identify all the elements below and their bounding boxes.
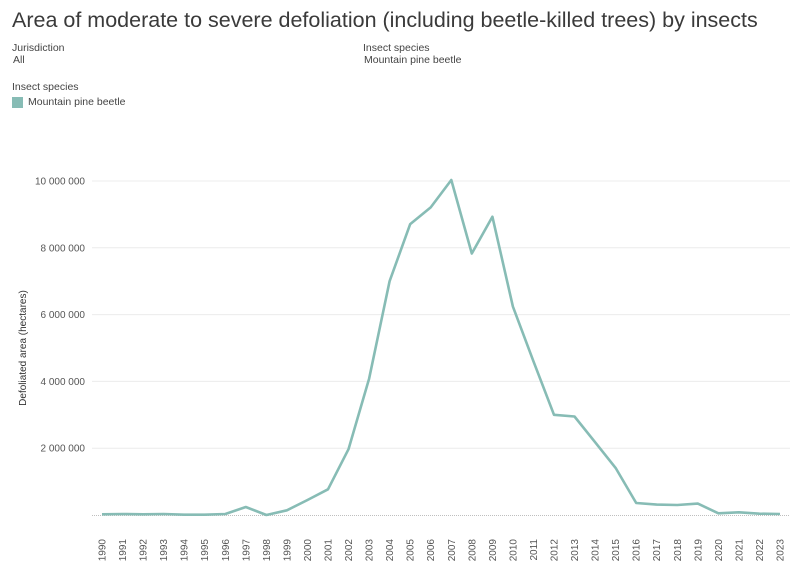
x-tick-label: 2018 — [673, 539, 684, 562]
x-tick-label: 1995 — [200, 539, 211, 562]
x-tick-label: 2008 — [467, 539, 478, 562]
x-tick-label: 2009 — [488, 539, 499, 562]
x-tick-label: 2011 — [529, 539, 540, 561]
x-tick-label: 1992 — [139, 539, 150, 562]
jurisdiction-filter-label: Jurisdiction — [12, 42, 65, 54]
x-tick-label: 2001 — [324, 539, 335, 562]
y-axis-ticks: 2 000 000 4 000 000 6 000 000 8 000 000 10 0… — [35, 177, 85, 455]
x-tick-label: 2014 — [591, 539, 602, 562]
legend-title: Insect species — [12, 81, 79, 93]
y-tick-label: 8 000 000 — [41, 243, 86, 254]
x-tick-label: 2010 — [508, 539, 519, 562]
x-tick-label: 2012 — [550, 539, 561, 562]
jurisdiction-filter-value: All — [13, 54, 25, 66]
x-tick-label: 2019 — [693, 539, 704, 562]
gridlines — [92, 180, 790, 449]
x-tick-label: 1996 — [221, 539, 232, 562]
species-filter[interactable]: Insect species Mountain pine beetle — [363, 42, 462, 66]
x-tick-label: 2000 — [303, 539, 314, 562]
legend-swatch — [12, 96, 23, 108]
x-tick-label: 1999 — [282, 539, 293, 562]
legend-item[interactable]: Mountain pine beetle — [12, 96, 126, 108]
x-tick-label: 2022 — [755, 539, 766, 562]
x-tick-label: 1993 — [159, 539, 170, 562]
series-line-mountain-pine-beetle — [101, 178, 781, 517]
species-filter-value: Mountain pine beetle — [364, 54, 462, 66]
x-tick-label: 2015 — [611, 539, 622, 562]
x-tick-label: 1994 — [180, 539, 191, 562]
x-tick-label: 2002 — [344, 539, 355, 562]
x-tick-label: 1990 — [98, 539, 109, 562]
x-tick-label: 1998 — [262, 539, 273, 562]
x-tick-label: 2013 — [570, 539, 581, 562]
x-axis-ticks: 1990 1991 1992 1993 1994 1995 1996 1997 1998 1999… — [98, 539, 787, 562]
x-tick-label: 2003 — [365, 539, 376, 562]
x-tick-label: 2023 — [776, 539, 787, 562]
y-tick-label: 4 000 000 — [41, 377, 86, 388]
legend-item-label: Mountain pine beetle — [28, 96, 126, 108]
x-tick-label: 2004 — [385, 539, 396, 562]
x-tick-label: 2006 — [426, 539, 437, 562]
x-tick-label: 2016 — [632, 539, 643, 562]
chart-title: Area of moderate to severe defoliation (… — [12, 8, 758, 32]
jurisdiction-filter[interactable]: Jurisdiction All — [12, 42, 65, 66]
x-tick-label: 2005 — [406, 539, 417, 562]
x-tick-label: 2017 — [652, 539, 663, 562]
y-axis-title: Defoliated area (hectares) — [18, 290, 29, 406]
x-tick-label: 2007 — [447, 539, 458, 562]
x-tick-label: 1997 — [241, 539, 252, 562]
species-filter-label: Insect species — [363, 42, 430, 54]
legend: Insect species Mountain pine beetle — [12, 81, 126, 108]
y-tick-label: 6 000 000 — [41, 310, 86, 321]
y-tick-label: 2 000 000 — [41, 444, 86, 455]
x-tick-label: 2020 — [714, 539, 725, 562]
y-tick-label: 10 000 000 — [35, 177, 85, 188]
x-tick-label: 1991 — [118, 539, 129, 562]
x-tick-label: 2021 — [734, 539, 745, 562]
